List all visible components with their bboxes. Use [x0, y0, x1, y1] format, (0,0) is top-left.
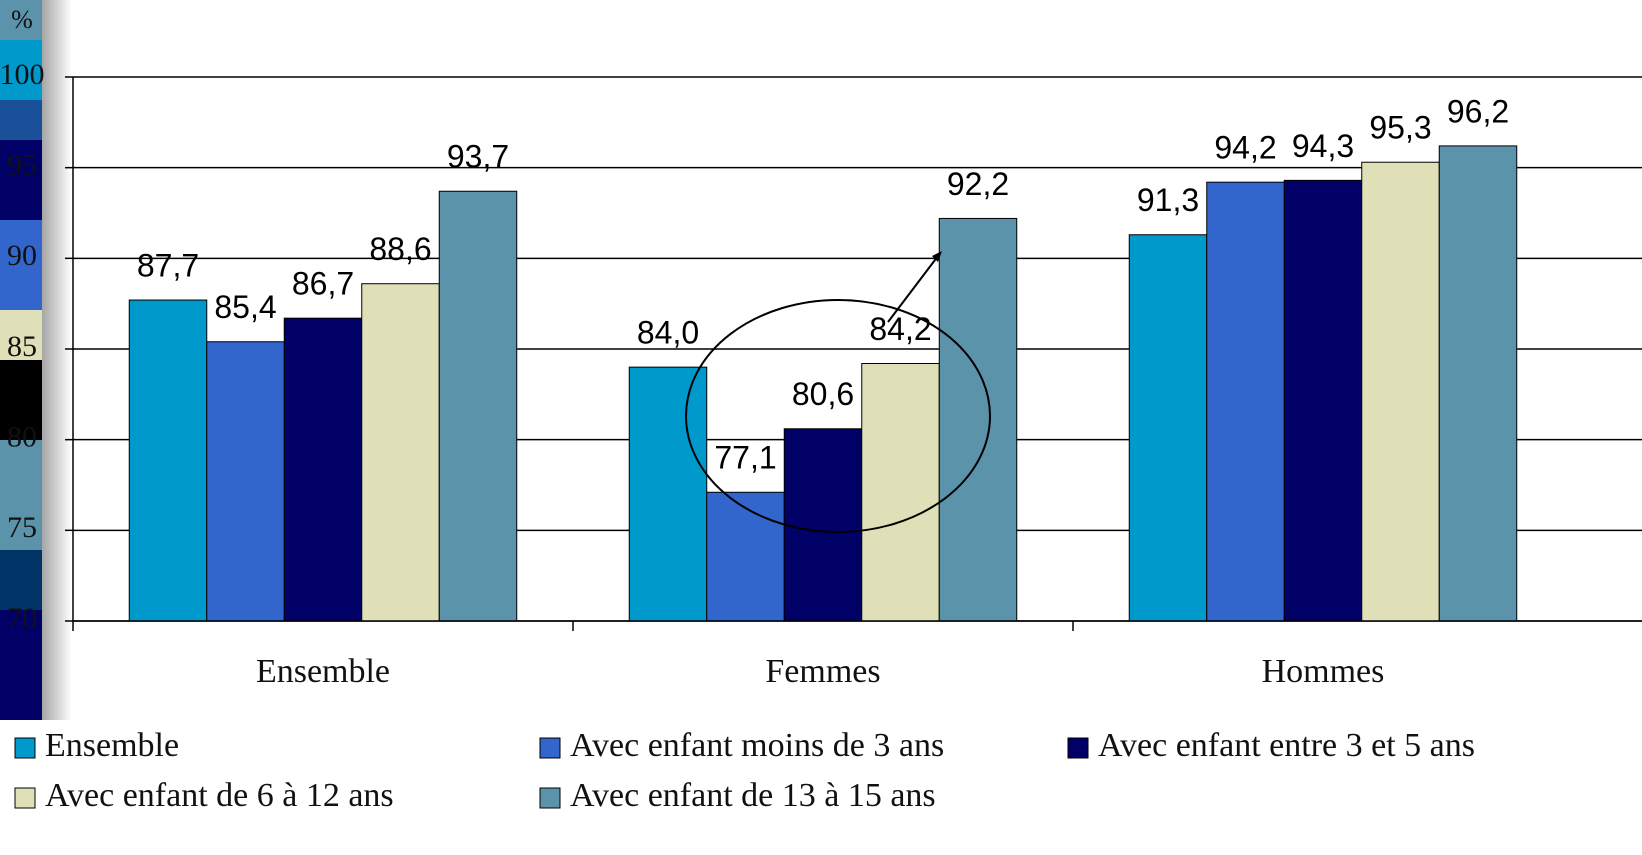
legend-label: Avec enfant de 6 à 12 ans — [45, 777, 394, 814]
bar — [707, 492, 785, 621]
value-label: 87,7 — [137, 247, 199, 283]
plot-area: Ensemble 87,7 85,4 86,7 88,6 93,7 Femmes 84,0 77… — [65, 77, 1642, 690]
y-axis-label: % — [11, 5, 33, 34]
bar — [862, 364, 940, 621]
bar — [1362, 162, 1440, 621]
legend-swatch — [15, 788, 35, 808]
y-tick-label: 75 — [7, 511, 37, 544]
y-tick-label: 70 — [7, 602, 37, 635]
value-label: 84,2 — [869, 311, 931, 347]
value-label: 94,3 — [1292, 128, 1354, 164]
value-label: 77,1 — [714, 440, 776, 476]
value-label: 91,3 — [1137, 182, 1199, 218]
bar — [362, 284, 440, 621]
x-tick-label: Hommes — [1262, 653, 1385, 690]
bar — [784, 429, 862, 621]
x-tick-label: Ensemble — [256, 653, 390, 690]
legend-label: Avec enfant moins de 3 ans — [570, 727, 944, 764]
bar — [1129, 235, 1207, 621]
legend-swatch — [1068, 738, 1088, 758]
y-tick-label: 85 — [7, 330, 37, 363]
y-tick-label: 100 — [0, 58, 45, 91]
legend-swatch — [15, 738, 35, 758]
value-label: 94,2 — [1214, 130, 1276, 166]
value-label: 86,7 — [292, 266, 354, 302]
value-label: 96,2 — [1447, 93, 1509, 129]
bar — [284, 318, 362, 621]
bar — [629, 367, 707, 621]
legend-label: Avec enfant de 13 à 15 ans — [570, 777, 936, 814]
legend-label: Ensemble — [45, 727, 179, 764]
legend-swatch — [540, 788, 560, 808]
bar — [439, 191, 517, 621]
legend-swatch — [540, 738, 560, 758]
bar — [1284, 180, 1362, 621]
bar — [1207, 182, 1285, 621]
x-tick-label: Femmes — [765, 653, 880, 690]
bar — [129, 300, 207, 621]
value-label: 92,2 — [947, 166, 1009, 202]
y-tick-label: 95 — [7, 149, 37, 182]
value-label: 93,7 — [447, 139, 509, 175]
value-label: 80,6 — [792, 376, 854, 412]
value-label: 88,6 — [369, 231, 431, 267]
bar — [207, 342, 285, 621]
value-label: 84,0 — [637, 315, 699, 351]
value-label: 95,3 — [1369, 110, 1431, 146]
bar — [939, 218, 1017, 621]
bar — [1439, 146, 1517, 621]
chart: % Ensemble 87,7 85,4 86,7 88,6 93,7 Femmes 84,0… — [0, 0, 1642, 855]
legend-label: Avec enfant entre 3 et 5 ans — [1098, 727, 1475, 764]
y-tick-label: 90 — [7, 239, 37, 272]
y-tick-label: 80 — [7, 421, 37, 454]
value-label: 85,4 — [214, 289, 276, 325]
